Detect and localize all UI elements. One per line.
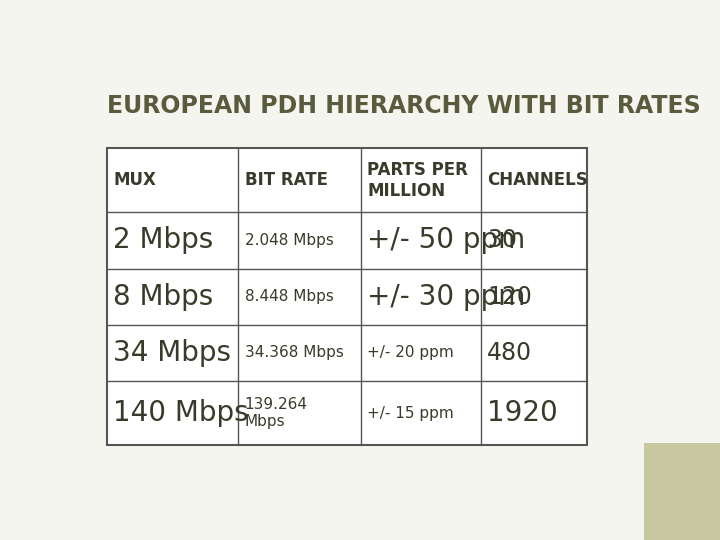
Text: CHANNELS: CHANNELS — [487, 171, 588, 189]
Text: +/- 15 ppm: +/- 15 ppm — [367, 406, 454, 421]
Text: MUX: MUX — [114, 171, 156, 189]
Text: 8.448 Mbps: 8.448 Mbps — [245, 289, 333, 304]
Text: 140 Mbps: 140 Mbps — [114, 399, 249, 427]
Text: 34 Mbps: 34 Mbps — [114, 339, 231, 367]
Text: +/- 20 ppm: +/- 20 ppm — [367, 345, 454, 360]
Text: 2 Mbps: 2 Mbps — [114, 226, 214, 254]
Text: 120: 120 — [487, 285, 532, 308]
Text: EUROPEAN PDH HIERARCHY WITH BIT RATES: EUROPEAN PDH HIERARCHY WITH BIT RATES — [107, 94, 701, 118]
Text: 30: 30 — [487, 228, 517, 253]
Text: 8 Mbps: 8 Mbps — [114, 282, 214, 310]
Text: PARTS PER
MILLION: PARTS PER MILLION — [367, 161, 468, 200]
Text: +/- 30 ppm: +/- 30 ppm — [367, 282, 526, 310]
FancyBboxPatch shape — [644, 443, 720, 540]
Text: 139.264
Mbps: 139.264 Mbps — [245, 397, 307, 429]
Text: 480: 480 — [487, 341, 532, 364]
Text: 2.048 Mbps: 2.048 Mbps — [245, 233, 333, 248]
Text: BIT RATE: BIT RATE — [245, 171, 328, 189]
Text: 34.368 Mbps: 34.368 Mbps — [245, 345, 343, 360]
Text: 1920: 1920 — [487, 399, 558, 427]
Text: +/- 50 ppm: +/- 50 ppm — [367, 226, 526, 254]
